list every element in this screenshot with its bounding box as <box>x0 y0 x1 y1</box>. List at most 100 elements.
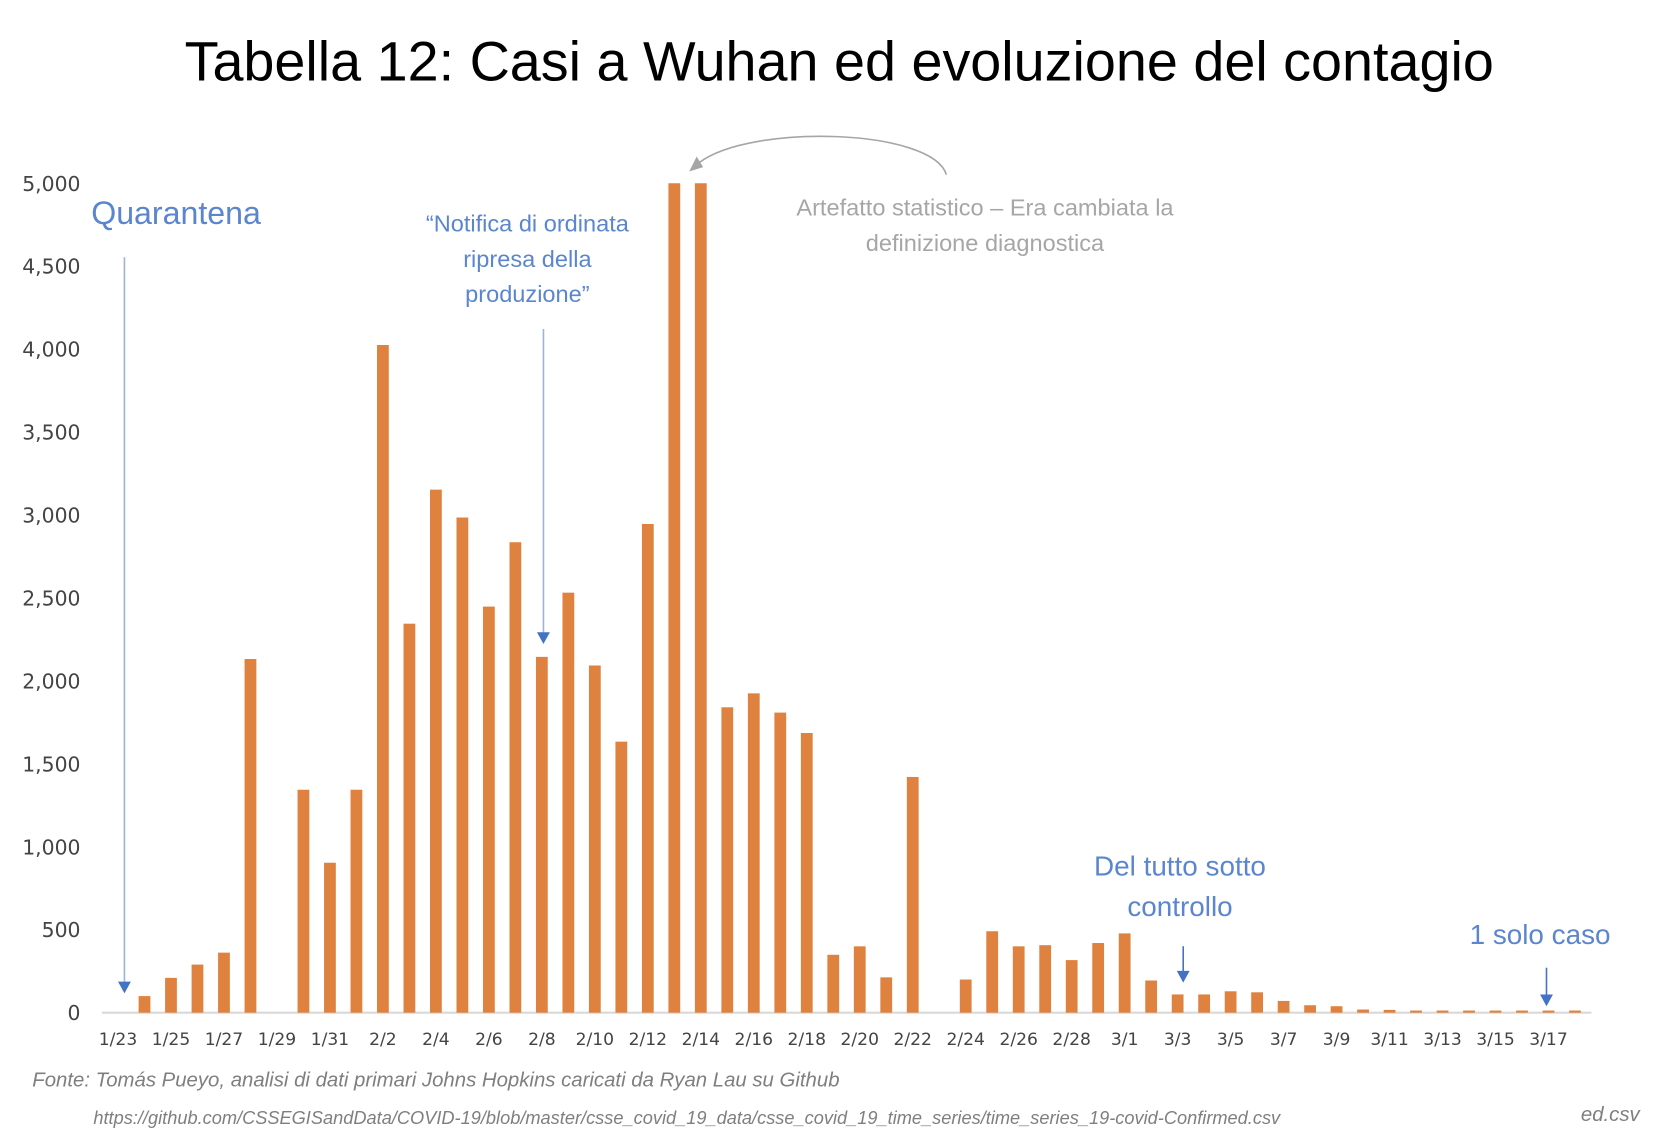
x-tick-label: 2/20 <box>841 1030 879 1050</box>
bar-3-7 <box>1277 1000 1290 1013</box>
bar-2-28 <box>1065 960 1078 1013</box>
bar-3-17 <box>1542 1010 1555 1013</box>
y-tick-label: 3,500 <box>22 421 80 445</box>
y-tick-label: 1,000 <box>22 835 80 859</box>
x-tick-label: 2/18 <box>788 1030 826 1050</box>
y-tick-label: 500 <box>42 918 81 942</box>
bar-3-14 <box>1463 1010 1475 1013</box>
x-tick-label: 2/6 <box>475 1030 503 1050</box>
y-tick-label: 5,000 <box>22 172 80 196</box>
bar-3-2 <box>1145 980 1158 1013</box>
bar-1-30 <box>297 789 310 1013</box>
bar-3-5 <box>1224 991 1237 1013</box>
bar-2-3 <box>403 623 416 1013</box>
bar-3-12 <box>1410 1010 1422 1013</box>
bar-2-27 <box>1039 945 1052 1013</box>
bar-2-1 <box>350 789 363 1013</box>
bar-3-11 <box>1383 1009 1396 1013</box>
bar-3-10 <box>1357 1009 1369 1013</box>
bar-2-7 <box>509 542 522 1013</box>
bar-2-12 <box>641 523 654 1013</box>
x-tick-label: 3/9 <box>1323 1030 1351 1050</box>
bar-2-14 <box>694 183 707 1013</box>
x-tick-label: 2/10 <box>576 1030 614 1050</box>
y-tick-label: 1,500 <box>22 752 80 776</box>
one-case-arrow-icon <box>1540 994 1553 1007</box>
x-tick-label: 3/17 <box>1529 1030 1567 1050</box>
artifact-arrow-icon <box>689 156 704 172</box>
bar-2-24 <box>959 979 972 1013</box>
bar-3-13 <box>1436 1010 1449 1013</box>
bar-2-8 <box>535 656 548 1013</box>
x-tick-label: 3/11 <box>1370 1030 1408 1050</box>
x-tick-label: 3/1 <box>1111 1030 1139 1050</box>
bar-1-31 <box>324 862 336 1013</box>
x-tick-label: 3/3 <box>1164 1030 1192 1050</box>
bar-2-10 <box>588 665 601 1013</box>
annotation-one-case: 1 solo caso <box>1470 919 1611 950</box>
x-tick-label: 2/16 <box>735 1030 773 1050</box>
bar-3-8 <box>1304 1005 1316 1013</box>
chart-title: Tabella 12: Casi a Wuhan ed evoluzione d… <box>185 30 1494 92</box>
x-tick-label: 2/26 <box>999 1030 1037 1050</box>
bar-3-3 <box>1171 994 1184 1013</box>
x-tick-label: 3/15 <box>1476 1030 1514 1050</box>
x-tick-label: 2/24 <box>946 1030 984 1050</box>
bar-2-18 <box>800 733 813 1013</box>
bar-2-16 <box>747 693 760 1013</box>
bar-2-2 <box>377 344 389 1013</box>
y-axis: 0 500 1,000 1,500 2,000 2,500 3,000 3,500 4,000 4… <box>22 172 80 1025</box>
annotation-production-2: ripresa della <box>463 246 592 272</box>
bar-1-24 <box>138 996 151 1013</box>
x-tick-label: 2/22 <box>893 1030 931 1050</box>
annotation-artifact-1: Artefatto statistico – Era cambiata la <box>796 194 1174 220</box>
bar-3-1 <box>1118 933 1131 1013</box>
bar-2-4 <box>430 489 442 1013</box>
source-note: Fonte: Tomás Pueyo, analisi di dati prim… <box>32 1070 839 1092</box>
bar-2-13 <box>668 183 681 1013</box>
y-tick-label: 2,500 <box>22 586 80 610</box>
x-tick-label: 3/13 <box>1423 1030 1461 1050</box>
quarantine-arrow-icon <box>118 981 131 994</box>
annotation-quarantine: Quarantena <box>91 195 261 231</box>
x-tick-label: 2/4 <box>422 1030 450 1050</box>
annotation-controlled-1: Del tutto sotto <box>1094 851 1266 882</box>
annotation-controlled-2: controllo <box>1127 891 1232 922</box>
bar-2-5 <box>456 517 469 1013</box>
x-tick-label: 2/12 <box>629 1030 667 1050</box>
x-tick-label: 2/28 <box>1052 1030 1090 1050</box>
artifact-curved-arrow <box>698 135 948 175</box>
bar-1-25 <box>165 977 177 1013</box>
x-tick-label: 1/25 <box>152 1030 190 1050</box>
y-tick-label: 3,000 <box>22 504 80 528</box>
y-tick-label: 4,000 <box>22 338 80 362</box>
bar-2-29 <box>1092 943 1105 1013</box>
bar-2-25 <box>986 931 999 1013</box>
x-axis: 1/23 1/25 1/27 1/29 1/31 2/2 2/4 2/6 2/8 2/10 2/12… <box>99 1030 1568 1050</box>
x-tick-label: 3/5 <box>1217 1030 1245 1050</box>
bar-3-6 <box>1251 992 1264 1013</box>
bar-1-27 <box>218 952 230 1013</box>
bar-3-9 <box>1330 1006 1343 1013</box>
production-arrow-icon <box>537 632 550 645</box>
x-tick-label: 3/7 <box>1270 1030 1298 1050</box>
x-tick-label: 1/23 <box>99 1030 137 1050</box>
annotation-artifact-2: definizione diagnostica <box>866 230 1105 256</box>
bar-2-11 <box>615 741 628 1013</box>
bar-2-9 <box>562 592 575 1013</box>
bar-2-17 <box>774 712 787 1013</box>
y-tick-label: 2,000 <box>22 669 80 693</box>
bar-2-20 <box>853 946 866 1013</box>
x-tick-label: 2/2 <box>369 1030 397 1050</box>
source-url: https://github.com/CSSEGISandData/COVID-… <box>93 1108 1281 1128</box>
bar-3-16 <box>1516 1010 1528 1013</box>
x-tick-label: 2/8 <box>528 1030 556 1050</box>
bars <box>138 183 1581 1013</box>
bar-2-15 <box>721 707 734 1013</box>
bar-3-18 <box>1569 1010 1581 1013</box>
bar-2-22 <box>906 776 919 1013</box>
source-url-fragment: ed.csv <box>1581 1104 1642 1126</box>
x-tick-label: 2/14 <box>682 1030 720 1050</box>
bar-1-26 <box>191 964 204 1013</box>
